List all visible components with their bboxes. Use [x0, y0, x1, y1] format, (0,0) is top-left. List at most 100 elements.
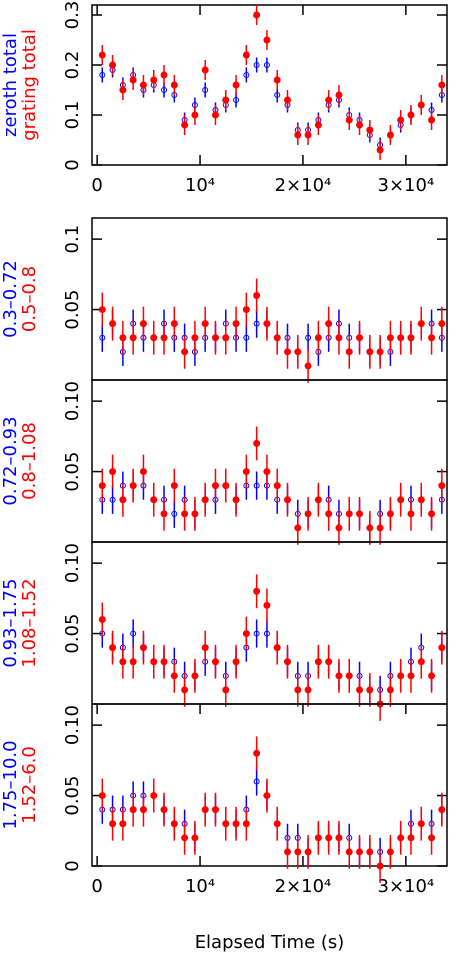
data-point: [170, 672, 178, 680]
data-point: [397, 496, 405, 504]
data-point: [253, 439, 261, 447]
data-point: [150, 496, 158, 504]
y-tick-label: 0.1: [62, 225, 83, 254]
series-label: 0.72–0.93: [0, 416, 21, 505]
x-tick-label: 0: [91, 175, 102, 196]
series-label: 0.5–0.8: [19, 266, 40, 332]
data-point: [376, 348, 384, 356]
data-point: [428, 672, 436, 680]
y-tick-label: 0: [62, 159, 83, 170]
data-point: [376, 524, 384, 532]
data-point: [109, 820, 117, 828]
data-point: [294, 686, 302, 694]
data-point: [222, 820, 230, 828]
data-point: [284, 348, 292, 356]
data-point: [386, 334, 394, 342]
plot-frame: [91, 703, 448, 867]
data-point: [294, 348, 302, 356]
data-point: [191, 111, 199, 119]
data-point: [335, 672, 343, 680]
data-point: [407, 834, 415, 842]
data-point: [345, 348, 353, 356]
data-point: [160, 510, 168, 518]
series-label: 1.52–6.0: [19, 746, 40, 824]
data-point: [233, 97, 240, 103]
data-point: [191, 834, 199, 842]
data-point: [170, 81, 178, 89]
data-point: [417, 820, 425, 828]
data-point: [181, 121, 189, 129]
data-point: [222, 96, 230, 104]
data-point: [253, 778, 260, 785]
y-tick-label: 0.05: [62, 290, 83, 330]
data-point: [407, 111, 415, 119]
data-point: [181, 686, 189, 694]
data-point: [407, 334, 415, 342]
x-tick-label: 2×10⁴: [275, 175, 332, 196]
data-point: [99, 72, 106, 78]
data-point: [171, 510, 178, 517]
data-point: [263, 36, 271, 44]
data-point: [129, 76, 137, 84]
plot-frame: [91, 541, 448, 705]
x-tick-label: 2×10⁴: [275, 876, 332, 897]
data-point: [150, 76, 158, 84]
data-point: [129, 482, 137, 490]
x-tick-label: 0: [91, 876, 102, 897]
data-point: [211, 482, 219, 490]
data-point: [253, 62, 260, 68]
data-point: [438, 806, 446, 814]
data-point: [386, 131, 394, 139]
data-point: [273, 482, 281, 490]
data-point: [356, 334, 364, 342]
data-point: [129, 806, 137, 814]
x-tick-label: 3×10⁴: [378, 175, 435, 196]
data-point: [304, 686, 312, 694]
data-point: [274, 92, 281, 98]
data-point: [243, 334, 250, 341]
data-point: [366, 848, 374, 856]
series-label: grating total: [19, 29, 40, 141]
data-point: [397, 334, 405, 342]
data-point: [160, 334, 168, 342]
data-point: [325, 658, 333, 666]
data-point: [222, 482, 230, 490]
data-point: [232, 820, 240, 828]
data-point: [356, 848, 364, 856]
data-point: [253, 291, 261, 299]
data-point: [202, 87, 209, 93]
data-point: [253, 749, 261, 757]
data-point: [98, 615, 106, 623]
data-point: [109, 496, 116, 503]
data-point: [325, 320, 333, 328]
data-point: [314, 496, 322, 504]
data-point: [232, 81, 240, 89]
series-label: zeroth total: [0, 33, 21, 137]
data-point: [386, 686, 394, 694]
data-point: [397, 834, 405, 842]
data-point: [232, 496, 240, 504]
data-point: [428, 334, 436, 342]
data-point: [243, 72, 250, 78]
data-point: [119, 658, 127, 666]
data-point: [150, 334, 158, 342]
data-point: [191, 510, 199, 518]
data-point: [273, 644, 281, 652]
data-point: [386, 510, 394, 518]
data-point: [325, 510, 333, 518]
y-tick-label: 0.05: [62, 776, 83, 816]
data-point: [417, 496, 425, 504]
x-tick-label: 10⁴: [185, 876, 215, 897]
data-point: [325, 96, 333, 104]
data-point: [253, 482, 260, 489]
plot-frame: [91, 4, 448, 166]
data-point: [397, 116, 405, 124]
data-point: [314, 834, 322, 842]
data-point: [211, 658, 219, 666]
data-point: [170, 482, 178, 490]
data-point: [366, 524, 374, 532]
data-point: [253, 630, 260, 637]
data-point: [356, 510, 364, 518]
data-point: [98, 792, 106, 800]
data-point: [294, 131, 302, 139]
